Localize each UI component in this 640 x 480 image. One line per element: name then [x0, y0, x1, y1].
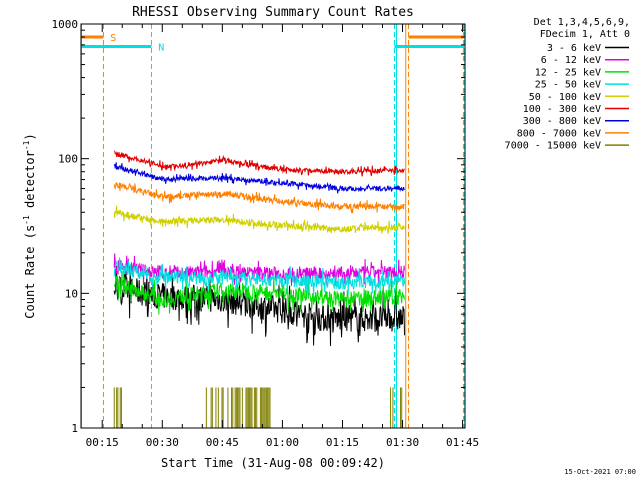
- flag-label: S: [110, 33, 116, 44]
- plot-area: SN: [80, 24, 466, 428]
- y-tick-label: 1000: [52, 18, 79, 31]
- series-line: [113, 257, 405, 297]
- legend-label: 6 - 12 keV: [541, 55, 601, 66]
- legend-label: 800 - 7000 keV: [517, 128, 601, 139]
- legend-header-line: Det 1,3,4,5,6,9,: [534, 17, 630, 28]
- x-axis-label: Start Time (31-Aug-08 00:09:42): [161, 456, 385, 470]
- series-line: [113, 271, 405, 315]
- legend-label: 100 - 300 keV: [523, 104, 601, 115]
- legend-label: 3 - 6 keV: [547, 43, 601, 54]
- y-axis-label-sup: -1: [22, 140, 31, 150]
- x-tick-label: 00:45: [206, 436, 239, 449]
- x-tick-label: 00:30: [146, 436, 179, 449]
- y-tick-label: 1: [71, 422, 78, 435]
- y-tick-label: 100: [58, 153, 78, 166]
- plot-frame: [80, 23, 466, 429]
- series-line: [113, 162, 405, 194]
- series-line: [113, 205, 405, 234]
- legend: Det 1,3,4,5,6,9, FDecim 1, Att 0 3 - 6 k…: [505, 17, 630, 152]
- legend-header-line: FDecim 1, Att 0: [540, 29, 630, 40]
- y-axis-ticks: 1 10 100 1000: [52, 18, 465, 435]
- legend-label: 300 - 800 keV: [523, 116, 601, 127]
- y-axis-label-part: Count Rate (s: [23, 225, 37, 319]
- chart-title: RHESSI Observing Summary Count Rates: [132, 5, 414, 20]
- x-axis-ticks: 00:15 00:30 00:45 01:00 01:15 01:30 01:45: [86, 24, 479, 449]
- x-tick-label: 01:15: [326, 436, 359, 449]
- x-tick-label: 01:00: [266, 436, 299, 449]
- series-line: [113, 182, 405, 214]
- y-axis-label: Count Rate (s-1 detector-1): [22, 133, 37, 318]
- legend-label: 25 - 50 keV: [535, 80, 601, 91]
- y-axis-label-part: ): [23, 133, 37, 140]
- y-axis-label-part: detector: [23, 150, 37, 215]
- x-tick-label: 00:15: [86, 436, 119, 449]
- legend-label: 7000 - 15000 keV: [505, 141, 601, 152]
- legend-label: 12 - 25 keV: [535, 67, 601, 78]
- x-tick-label: 01:45: [446, 436, 479, 449]
- axes: [80, 23, 466, 429]
- series-line: [113, 264, 405, 346]
- x-tick-label: 01:30: [386, 436, 419, 449]
- flag-label: N: [158, 43, 164, 54]
- legend-label: 50 - 100 keV: [529, 92, 601, 103]
- y-tick-label: 10: [65, 287, 78, 300]
- y-axis-label-sup: -1: [22, 215, 31, 225]
- timestamp: 15-Oct-2021 07:00: [564, 468, 636, 476]
- series-line: [114, 150, 405, 177]
